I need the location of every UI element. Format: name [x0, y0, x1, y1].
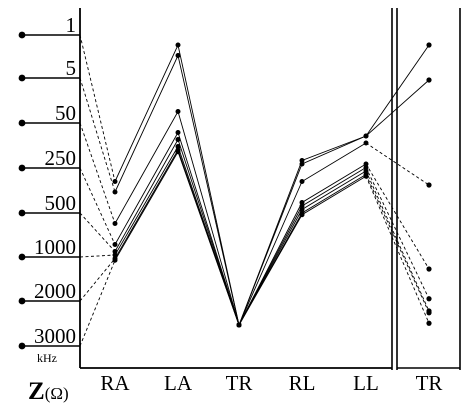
frequency-connector	[79, 34, 116, 182]
series-lines	[114, 43, 367, 327]
side-connector	[365, 174, 430, 313]
frequency-unit-label: kHz	[37, 351, 57, 365]
side-connector	[365, 170, 430, 312]
series-line	[114, 110, 367, 327]
data-point	[299, 212, 305, 218]
frequency-tick-label: 5	[66, 56, 77, 80]
frequency-connector	[79, 77, 116, 193]
channel-label: LA	[164, 371, 193, 395]
side-connector	[365, 163, 430, 270]
data-point	[299, 161, 305, 167]
data-point	[112, 257, 118, 263]
data-point	[112, 189, 118, 195]
data-point	[112, 242, 118, 247]
frequency-connector	[79, 258, 116, 302]
data-point	[236, 322, 242, 328]
side-data-point	[426, 296, 432, 302]
channel-label: RA	[100, 371, 130, 395]
data-point	[299, 207, 305, 212]
frequency-connectors	[79, 34, 430, 347]
frequency-tick-dot	[18, 74, 26, 82]
data-point	[363, 168, 369, 174]
frequency-connector	[79, 254, 116, 258]
channel-label: TR	[226, 371, 253, 395]
data-point	[299, 179, 305, 184]
channel-labels: RA LA TR RL LL TR	[100, 371, 442, 395]
side-connector	[365, 142, 430, 186]
frequency-tick-dot	[18, 253, 26, 261]
z-axis-label: Z(Ω)	[28, 378, 69, 403]
frequency-tick-dot	[18, 297, 26, 305]
channel-label: LL	[353, 371, 379, 395]
side-data-point	[426, 42, 432, 48]
z-symbol: Z	[28, 378, 45, 403]
series-line	[114, 148, 367, 327]
data-point	[363, 133, 369, 139]
side-connector	[365, 44, 430, 137]
frequency-tick-dot	[18, 31, 26, 39]
frequency-tick-label: 3000	[34, 324, 76, 348]
data-point	[363, 165, 369, 170]
series-line	[114, 138, 367, 327]
frequency-tick-dot	[18, 164, 26, 172]
frequency-tick-dot	[18, 209, 26, 217]
data-point	[175, 149, 181, 155]
frequency-tick-label: 250	[45, 146, 77, 170]
side-channel-label: TR	[416, 371, 443, 395]
side-data-point	[426, 182, 432, 188]
data-point	[112, 221, 118, 226]
frequency-tick-label: 500	[45, 191, 77, 215]
side-data-point	[426, 320, 432, 326]
frequency-tick-label: 1	[66, 13, 77, 37]
data-point	[299, 200, 305, 205]
data-point	[363, 140, 369, 146]
series-line	[114, 145, 367, 327]
side-data-point	[426, 77, 432, 83]
data-point	[363, 173, 369, 179]
side-connector	[365, 167, 430, 299]
side-connector	[365, 79, 430, 137]
data-point	[175, 42, 181, 48]
channel-label: RL	[289, 371, 316, 395]
data-point	[175, 144, 181, 149]
data-point	[175, 53, 181, 58]
side-connector	[365, 176, 430, 324]
data-point	[112, 249, 118, 254]
frequency-tick-label: 50	[55, 101, 76, 125]
data-point	[363, 161, 369, 167]
series-line	[114, 131, 367, 327]
data-point	[112, 252, 118, 258]
frequency-connector	[79, 260, 116, 347]
frequency-connector	[79, 212, 116, 252]
data-point	[112, 179, 118, 184]
frequency-connector	[79, 167, 116, 245]
data-points	[112, 42, 432, 328]
frequency-tick-dot	[18, 342, 26, 350]
data-point	[299, 203, 305, 209]
data-point	[175, 137, 181, 142]
data-point	[175, 109, 181, 114]
frequency-tick-dot	[18, 119, 26, 127]
z-unit: (Ω)	[45, 384, 69, 403]
data-point	[175, 130, 181, 135]
frequency-connector	[79, 122, 116, 224]
frequency-tick-label: 1000	[34, 235, 76, 259]
frequency-axis: 1 5 50 250 500 1000 2000 3000	[18, 13, 80, 350]
side-data-point	[426, 266, 432, 272]
frequency-tick-label: 2000	[34, 279, 76, 303]
side-data-point	[426, 310, 432, 316]
data-point	[299, 158, 305, 163]
